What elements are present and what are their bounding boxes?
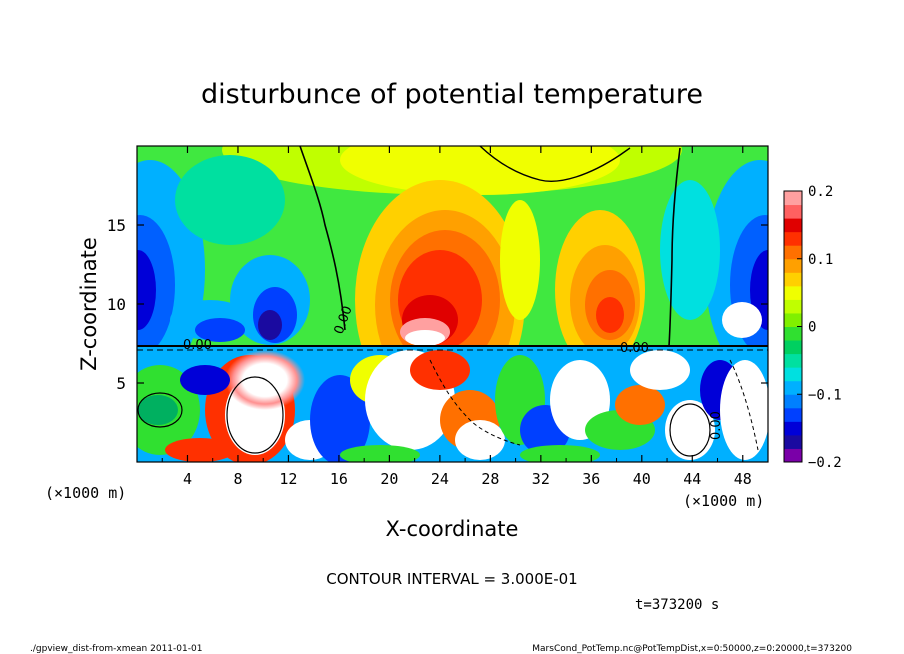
footer-right: MarsCond_PotTemp.nc@PotTempDist,x=0:5000…	[532, 644, 852, 654]
plot-area	[137, 146, 768, 462]
colorbar-swatch	[784, 326, 802, 341]
colorbar-swatch	[784, 204, 802, 219]
colorbar-swatch	[784, 448, 802, 463]
colorbar-swatch	[784, 380, 802, 395]
y-tick-label: 15	[107, 216, 126, 235]
x-tick-label: 28	[481, 470, 499, 488]
colorbar-swatch	[784, 191, 802, 206]
x-tick-label: 36	[582, 470, 600, 488]
x-tick-label: 4	[183, 470, 192, 488]
colorbar-swatch	[784, 231, 802, 246]
chart-title: disturbunce of potential temperature	[201, 79, 703, 110]
y-tick-label: 5	[116, 374, 126, 393]
x-tick-label: 16	[330, 470, 348, 488]
colorbar-swatch	[784, 340, 802, 355]
colorbar-tick-label: −0.1	[808, 387, 842, 403]
x-tick-label: 44	[683, 470, 701, 488]
contour-label: 0.00	[183, 338, 212, 353]
colorbar-swatch	[784, 218, 802, 233]
x-tick-label: 48	[734, 470, 752, 488]
x-tick-label: 32	[532, 470, 550, 488]
colorbar: 0.2 0.1 0 −0.1 −0.2	[783, 184, 842, 471]
colorbar-swatch	[784, 434, 802, 449]
colorbar-swatch	[784, 312, 802, 327]
colorbar-swatch	[784, 421, 802, 436]
x-tick-label: 8	[233, 470, 242, 488]
colorbar-swatch	[784, 407, 802, 422]
footer-left: ./gpview_dist-from-xmean 2011-01-01	[30, 644, 202, 654]
colorbar-swatch	[784, 394, 802, 409]
y-tick-label: 10	[107, 295, 126, 314]
colorbar-swatch	[784, 258, 802, 273]
contour-label: 0.00	[709, 411, 724, 440]
colorbar-swatch	[784, 299, 802, 314]
x-tick-label: 12	[279, 470, 297, 488]
time-text: t=373200 s	[635, 597, 719, 613]
y-axis-label: Z-coordinate	[77, 237, 101, 371]
x-tick-label: 20	[380, 470, 398, 488]
colorbar-swatch	[784, 285, 802, 300]
colorbar-swatch	[784, 353, 802, 368]
contour-interval-text: CONTOUR INTERVAL = 3.000E-01	[326, 570, 577, 588]
colorbar-swatch	[784, 245, 802, 260]
x-unit-label-left: (×1000 m)	[45, 484, 126, 502]
colorbar-tick-label: −0.2	[808, 455, 842, 471]
x-axis-label: X-coordinate	[386, 517, 519, 541]
colorbar-tick-label: 0.1	[808, 252, 833, 268]
x-tick-label: 40	[633, 470, 651, 488]
colorbar-swatch	[784, 272, 802, 287]
colorbar-tick-label: 0.2	[808, 184, 833, 200]
colorbar-swatch	[784, 367, 802, 382]
x-tick-label: 24	[431, 470, 449, 488]
contour-label: 0.00	[620, 341, 649, 356]
colorbar-tick-label: 0	[808, 320, 816, 336]
x-unit-label-right: (×1000 m)	[683, 492, 764, 510]
